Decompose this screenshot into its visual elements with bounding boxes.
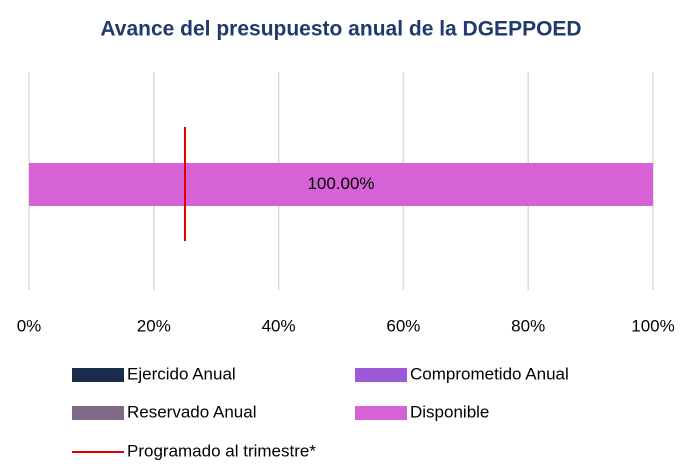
data-label: 100.00% — [307, 174, 374, 193]
legend-label: Programado al trimestre* — [127, 441, 316, 460]
legend-swatch — [355, 406, 407, 420]
bar-segment — [29, 163, 653, 206]
legend-swatch — [72, 406, 124, 420]
legend-label: Disponible — [410, 402, 489, 421]
legend-swatch — [72, 368, 124, 382]
x-tick-label: 0% — [17, 316, 42, 335]
x-tick-label: 20% — [137, 316, 171, 335]
chart-title: Avance del presupuesto anual de la DGEPP… — [100, 18, 581, 41]
x-tick-label: 40% — [262, 316, 296, 335]
x-tick-label: 80% — [511, 316, 545, 335]
legend-label: Reservado Anual — [127, 402, 256, 421]
x-tick-label: 100% — [631, 316, 674, 335]
x-tick-label: 60% — [386, 316, 420, 335]
legend-swatch — [355, 368, 407, 382]
legend-label: Comprometido Anual — [410, 364, 569, 383]
legend-label: Ejercido Anual — [127, 364, 236, 383]
